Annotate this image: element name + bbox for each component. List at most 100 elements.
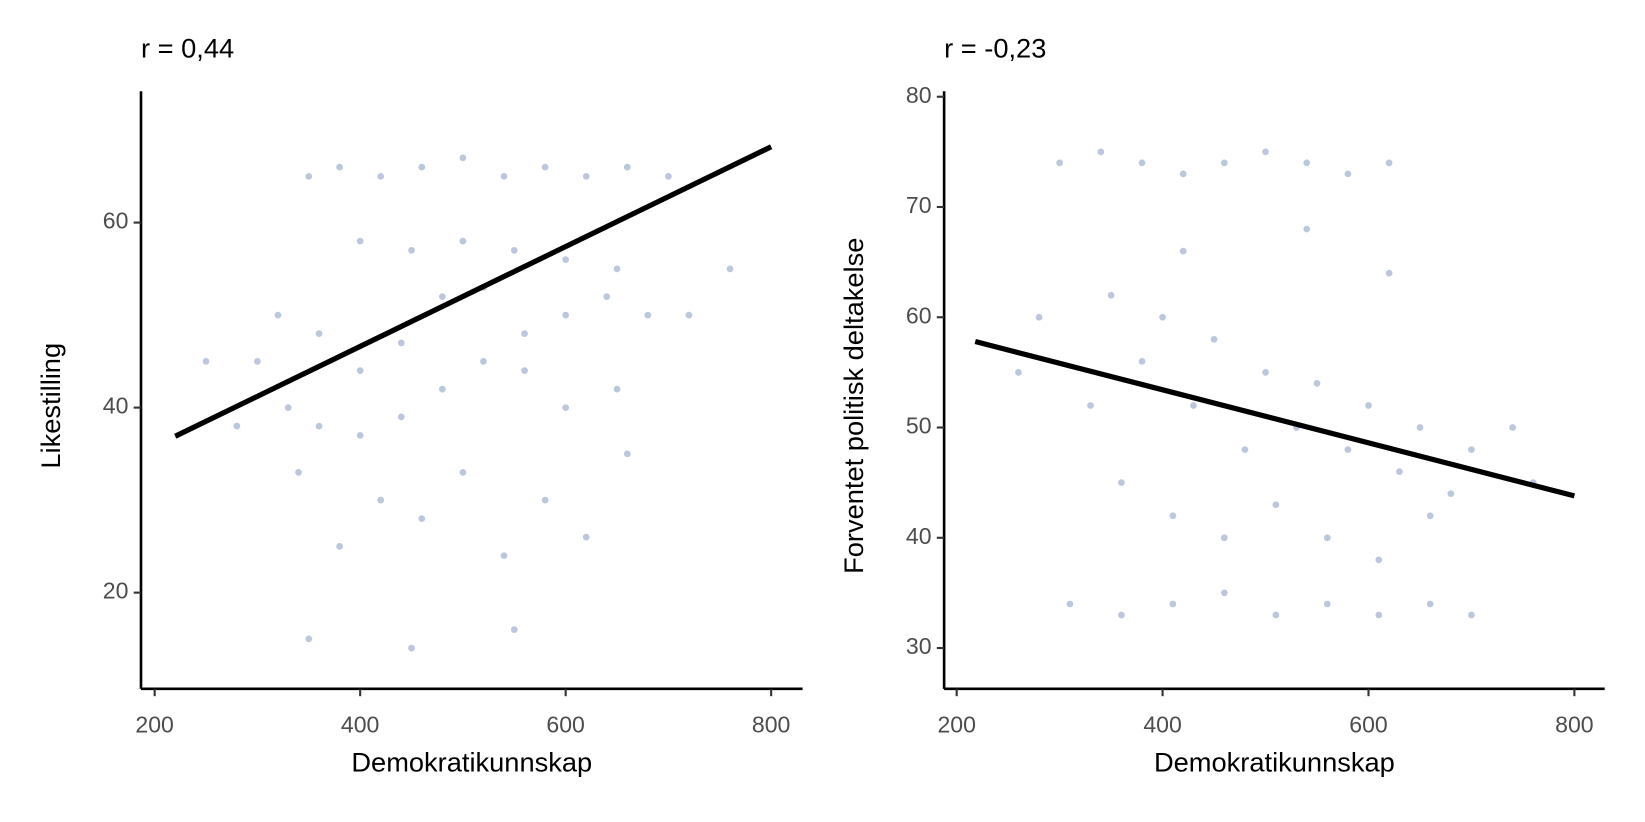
point — [1375, 556, 1383, 564]
trend-line — [974, 338, 1576, 499]
point — [377, 172, 385, 180]
point — [521, 367, 528, 374]
point — [438, 385, 446, 393]
x-tick-label: 200 — [937, 712, 975, 738]
point — [408, 644, 415, 652]
panel-title: r = 0,44 — [141, 33, 234, 64]
point — [284, 404, 292, 411]
point — [1396, 468, 1403, 475]
x-tick-label: 200 — [135, 712, 173, 738]
point — [603, 293, 611, 300]
point — [356, 237, 364, 245]
point — [305, 635, 313, 643]
point — [1066, 600, 1074, 608]
point — [233, 422, 241, 430]
y-tick-label: 20 — [103, 578, 129, 604]
y-tick-label: 40 — [906, 523, 932, 549]
y-tick-label: 40 — [103, 393, 129, 419]
point — [726, 265, 734, 273]
point — [336, 163, 343, 171]
point — [202, 357, 210, 365]
point — [1468, 446, 1475, 453]
point — [1190, 402, 1197, 409]
point — [1138, 159, 1146, 167]
point — [418, 515, 426, 522]
point — [613, 265, 621, 273]
point — [1509, 424, 1516, 431]
point — [521, 330, 528, 337]
point — [1344, 170, 1352, 178]
point — [459, 154, 467, 162]
x-axis-label: Demokratikunnskap — [1154, 747, 1395, 778]
point — [1344, 446, 1352, 453]
trend-line — [174, 144, 773, 439]
x-tick-label: 800 — [752, 712, 790, 738]
point — [305, 172, 313, 180]
point — [1426, 600, 1434, 608]
point — [1138, 358, 1146, 365]
point — [1087, 402, 1094, 409]
point — [377, 496, 385, 504]
point — [1221, 159, 1228, 167]
point — [1447, 490, 1455, 498]
point — [685, 311, 693, 319]
point — [1118, 479, 1125, 487]
point — [1262, 369, 1269, 376]
panel-title: r = -0,23 — [944, 33, 1046, 64]
point — [510, 246, 518, 254]
x-tick-label: 400 — [1143, 712, 1181, 738]
point — [336, 543, 343, 550]
point — [1097, 148, 1105, 156]
point — [1323, 534, 1331, 542]
point — [1015, 369, 1022, 376]
y-tick-label: 60 — [906, 302, 932, 328]
point — [1385, 269, 1393, 277]
point — [582, 172, 590, 180]
point — [562, 311, 570, 319]
point — [665, 172, 672, 180]
x-tick-label: 600 — [546, 712, 584, 738]
point — [1035, 313, 1043, 321]
point — [356, 432, 364, 439]
point — [582, 533, 590, 541]
point — [480, 357, 487, 365]
point — [1323, 600, 1331, 608]
y-tick-label: 50 — [906, 413, 932, 439]
point — [623, 450, 631, 458]
point — [1221, 534, 1228, 542]
point — [1272, 611, 1280, 619]
point — [1272, 501, 1280, 509]
point — [1118, 611, 1125, 619]
y-axis-label: Likestilling — [35, 343, 66, 469]
point — [1169, 512, 1177, 520]
point — [1241, 446, 1249, 453]
point — [1303, 159, 1311, 167]
point — [500, 552, 508, 559]
y-tick-label: 70 — [906, 192, 932, 218]
point — [1210, 335, 1218, 343]
point — [623, 163, 631, 171]
point — [1303, 225, 1311, 233]
point — [1313, 380, 1321, 387]
point — [1468, 611, 1475, 619]
point — [315, 422, 323, 430]
point — [541, 496, 549, 504]
x-tick-label: 800 — [1555, 712, 1593, 738]
point — [1385, 159, 1393, 167]
point — [1169, 600, 1177, 608]
point — [1179, 247, 1187, 255]
point — [397, 339, 405, 347]
point — [1416, 424, 1424, 431]
x-tick-label: 400 — [341, 712, 379, 738]
point — [562, 256, 570, 263]
point — [397, 413, 405, 421]
point — [1056, 159, 1063, 167]
y-tick-label: 60 — [103, 208, 129, 234]
point — [274, 311, 282, 319]
point — [562, 404, 570, 411]
point — [541, 163, 549, 171]
point — [613, 385, 621, 393]
point — [1365, 402, 1372, 409]
